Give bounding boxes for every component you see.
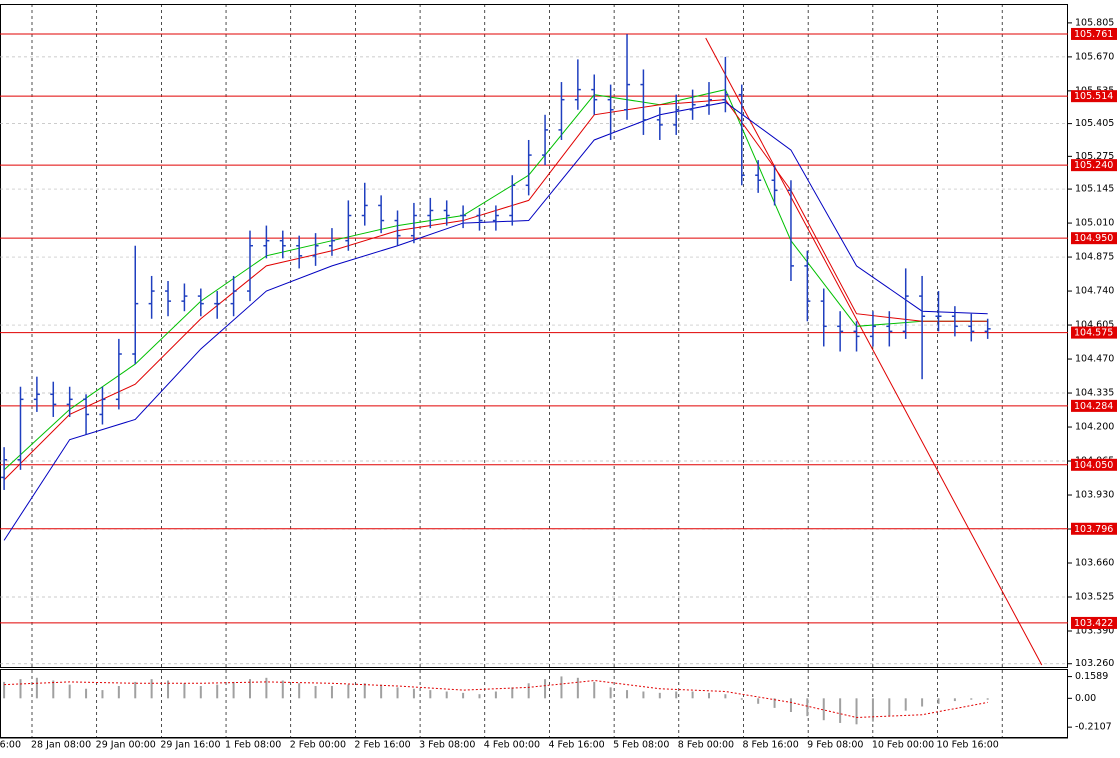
osc-tick-label: 0.00: [1075, 693, 1096, 704]
y-tick-label: 103.525: [1075, 591, 1114, 602]
x-tick-label: 28 Jan 08:00: [31, 740, 91, 751]
level-label: 105.761: [1074, 29, 1113, 40]
trend-line: [705, 37, 1043, 666]
level-box: [1071, 326, 1117, 339]
y-tick-label: 105.275: [1075, 151, 1114, 162]
x-tick-label: 9 Feb 08:00: [807, 740, 863, 751]
y-tick-label: 103.660: [1075, 558, 1114, 569]
level-box: [1071, 90, 1117, 103]
level-label: 103.796: [1074, 524, 1113, 535]
level-label: 104.284: [1074, 401, 1113, 412]
y-tick-label: 103.260: [1075, 658, 1114, 669]
y-tick-label: 105.405: [1075, 118, 1114, 129]
level-box: [1071, 616, 1117, 629]
y-tick-label: 105.670: [1075, 51, 1114, 62]
y-tick-label: 105.010: [1075, 218, 1114, 229]
x-tick-label: 8 Feb 16:00: [742, 740, 798, 751]
osc-tick-label: 0.1589: [1075, 671, 1108, 682]
level-label: 104.050: [1074, 460, 1113, 471]
x-tick-label: 2 Feb 00:00: [290, 740, 346, 751]
moving-average: [3, 89, 988, 471]
level-box: [1071, 27, 1117, 40]
y-tick-label: 104.875: [1075, 252, 1114, 263]
y-tick-label: 104.470: [1075, 354, 1114, 365]
level-label: 105.514: [1074, 91, 1113, 102]
level-box: [1071, 522, 1117, 535]
y-tick-label: 103.930: [1075, 490, 1114, 501]
level-label: 103.422: [1074, 618, 1113, 629]
osc-tick-label: -0.2107: [1075, 722, 1112, 733]
x-tick-label: 2 Feb 16:00: [354, 740, 410, 751]
y-tick-label: 104.605: [1075, 320, 1114, 331]
y-tick-label: 103.390: [1075, 625, 1114, 636]
y-tick-label: 104.335: [1075, 388, 1114, 399]
level-box: [1071, 458, 1117, 471]
x-tick-label: 16:00: [0, 740, 21, 751]
x-tick-label: 4 Feb 00:00: [484, 740, 540, 751]
x-tick-label: 29 Jan 00:00: [96, 740, 156, 751]
level-box: [1071, 399, 1117, 412]
x-tick-label: 4 Feb 16:00: [548, 740, 604, 751]
level-box: [1071, 159, 1117, 172]
y-tick-label: 105.145: [1075, 184, 1114, 195]
y-tick-label: 104.740: [1075, 286, 1114, 297]
y-tick-label: 104.200: [1075, 422, 1114, 433]
y-tick-label: 105.805: [1075, 17, 1114, 28]
x-tick-label: 1 Feb 08:00: [225, 740, 281, 751]
level-label: 104.575: [1074, 328, 1113, 339]
x-tick-label: 10 Feb 00:00: [872, 740, 934, 751]
x-tick-label: 29 Jan 16:00: [160, 740, 220, 751]
osc-signal: [4, 680, 988, 718]
x-tick-label: 5 Feb 08:00: [613, 740, 669, 751]
x-tick-label: 10 Feb 16:00: [937, 740, 999, 751]
level-box: [1071, 232, 1117, 245]
main-frame: [0, 4, 1068, 668]
x-tick-label: 8 Feb 00:00: [678, 740, 734, 751]
level-label: 104.950: [1074, 233, 1113, 244]
level-label: 105.240: [1074, 160, 1113, 171]
x-tick-label: 3 Feb 08:00: [419, 740, 475, 751]
